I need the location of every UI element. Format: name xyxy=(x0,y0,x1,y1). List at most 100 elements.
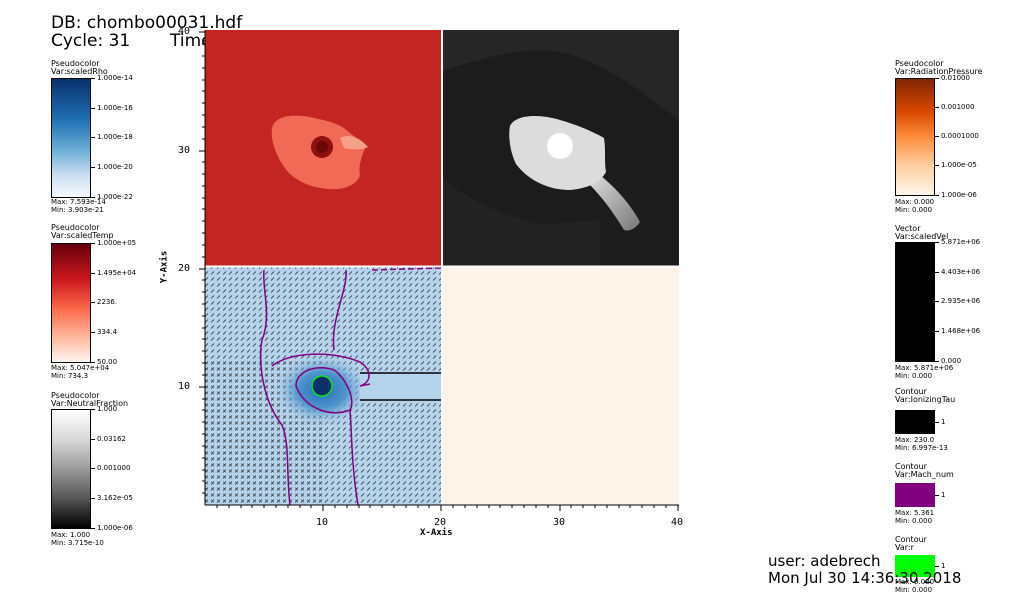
tick-label: 1.000e-05 xyxy=(941,161,977,169)
legend-kind: Contour xyxy=(895,462,927,471)
legend-min: Min: 3.903e-21 xyxy=(51,206,104,214)
legend-kind: Pseudocolor xyxy=(51,223,100,232)
x-axis-label: X-Axis xyxy=(420,528,453,538)
legend-min: Min: 3.715e-10 xyxy=(51,539,104,547)
y-axis-label: Y-Axis xyxy=(159,250,170,284)
tick-label: 1.000e-20 xyxy=(97,163,133,171)
legend-min: Min: 6.997e-13 xyxy=(895,444,948,452)
y-axis-ticks xyxy=(199,31,205,494)
tick-label: 1.468e+06 xyxy=(941,327,981,335)
tick-label: 1.000 xyxy=(97,405,118,413)
panel-neutral-fraction xyxy=(443,30,679,266)
x-axis-ticks xyxy=(216,505,679,511)
tick-label: 1.000e-14 xyxy=(97,74,133,82)
legend-scaled-temp: Pseudocolor Var:scaledTemp 1.000e+05 1.4… xyxy=(51,224,161,382)
legend-min: Min: 0.000 xyxy=(895,206,933,214)
legend-kind: Vector xyxy=(895,224,921,233)
colorbar-ticks: 1.000e-14 1.000e-16 1.000e-18 1.000e-20 … xyxy=(91,74,161,201)
tick-label: 2236. xyxy=(97,298,118,306)
tick-label: 1.000e-06 xyxy=(941,191,977,199)
legend-var: Var:scaledTemp xyxy=(51,231,114,240)
panel-radiation-pressure xyxy=(443,267,679,505)
panel-temperature xyxy=(205,30,441,266)
legend-max: Max: 230.0 xyxy=(895,436,935,444)
colorbar xyxy=(895,242,935,362)
tick-label: 0.03162 xyxy=(97,435,126,443)
tick-label: 1.000e-16 xyxy=(97,104,133,112)
legend-var: Var:IonizingTau xyxy=(895,395,956,404)
tick-label: 0.001000 xyxy=(941,103,975,111)
legend-min: Min: 0.000 xyxy=(895,517,933,525)
legend-var: Var:NeutralFraction xyxy=(51,399,129,408)
legend-max: Max: 5.047e+04 xyxy=(51,364,110,372)
contour-swatch xyxy=(895,483,935,507)
legend-ionizing-tau: Contour Var:IonizingTau 1 Max: 230.0 Min… xyxy=(895,388,1005,458)
tick-label: 1.000e-22 xyxy=(97,193,133,201)
x-tick-label: 10 xyxy=(316,517,329,528)
user-label: user: adebrech xyxy=(768,552,881,570)
x-tick-label: 20 xyxy=(434,517,447,528)
legend-scaled-rho: Pseudocolor Var:scaledRho 1.000e-14 1.00… xyxy=(51,60,161,215)
legend-var: Var:r xyxy=(895,543,914,552)
legend-max: Max: 0.000 xyxy=(895,578,935,586)
tick-label: 4.403e+06 xyxy=(941,268,981,276)
legend-kind: Pseudocolor xyxy=(51,391,100,400)
tick-label: 1.495e+04 xyxy=(97,269,137,277)
visualization-plot[interactable] xyxy=(150,20,710,550)
date-label: Mon Jul 30 14:36:30 2018 xyxy=(768,569,962,587)
legend-mach-num: Contour Var:Mach_num 1 Max: 5.361 Min: 0… xyxy=(895,463,1005,533)
colorbar-ticks: 5.871e+06 4.403e+06 2.935e+06 1.468e+06 … xyxy=(935,238,1005,365)
tick-label: 1.000e+05 xyxy=(97,239,137,247)
legend-var: Var:Mach_num xyxy=(895,470,954,479)
tick-label: 0.0001000 xyxy=(941,132,979,140)
colorbar xyxy=(51,409,91,529)
tick-label: 3.162e-05 xyxy=(97,494,133,502)
colorbar xyxy=(895,78,935,196)
tick-label: 1 xyxy=(941,562,946,570)
tick-label: 1.000e-06 xyxy=(97,524,133,532)
tick-label: 50.00 xyxy=(97,358,118,366)
legend-kind: Pseudocolor xyxy=(51,59,100,68)
legend-var: Var:RadiationPressure xyxy=(895,67,983,76)
contour-swatch xyxy=(895,410,935,434)
tick-label: 1.000e-18 xyxy=(97,133,133,141)
cycle-label: Cycle: 31 xyxy=(51,31,131,51)
tick-label: 334.4 xyxy=(97,328,118,336)
legend-var: Var:scaledVel xyxy=(895,232,949,241)
legend-kind: Contour xyxy=(895,535,927,544)
legend-max: Max: 1.000 xyxy=(51,531,91,539)
legend-max: Max: 5.871e+06 xyxy=(895,364,954,372)
tick-label: 1 xyxy=(941,418,946,426)
legend-max: Max: 7.593e-14 xyxy=(51,198,106,206)
colorbar-ticks: 0.01000 0.001000 0.0001000 1.000e-05 1.0… xyxy=(935,74,1005,199)
y-tick-label: 40 xyxy=(178,26,191,37)
legend-kind: Pseudocolor xyxy=(895,59,944,68)
y-tick-label: 10 xyxy=(178,381,191,392)
legend-min: Min: 0.000 xyxy=(895,372,933,380)
legend-radiation-pressure: Pseudocolor Var:RadiationPressure 0.0100… xyxy=(895,60,1005,218)
tick-label: 0.000 xyxy=(941,357,962,365)
legend-var: Var:scaledRho xyxy=(51,67,108,76)
legend-max: Max: 0.000 xyxy=(895,198,935,206)
legend-min: Min: 734.3 xyxy=(51,372,89,380)
tick-label: 1 xyxy=(941,491,946,499)
legend-neutral-fraction: Pseudocolor Var:NeutralFraction 1.000 0.… xyxy=(51,392,161,552)
contour-swatch xyxy=(895,555,935,577)
legend-scaled-vel: Vector Var:scaledVel 5.871e+06 4.403e+06… xyxy=(895,225,1005,383)
tick-label: 0.01000 xyxy=(941,74,970,82)
x-tick-label: 30 xyxy=(553,517,566,528)
y-tick-label: 20 xyxy=(178,263,191,274)
colorbar xyxy=(51,243,91,363)
legend-min: Min: 0.000 xyxy=(895,586,933,594)
tick-label: 2.935e+06 xyxy=(941,297,981,305)
colorbar-ticks: 1.000 0.03162 0.001000 3.162e-05 1.000e-… xyxy=(91,405,161,532)
tick-label: 5.871e+06 xyxy=(941,238,981,246)
legend-r: Contour Var:r 1 Max: 0.000 Min: 0.000 xyxy=(895,536,1005,594)
panel-density-vectors xyxy=(205,267,441,505)
x-tick-label: 40 xyxy=(671,517,684,528)
legend-kind: Contour xyxy=(895,387,927,396)
tick-label: 0.001000 xyxy=(97,464,131,472)
legend-max: Max: 5.361 xyxy=(895,509,935,517)
database-label: DB: chombo00031.hdf xyxy=(51,13,243,33)
colorbar-ticks: 1.000e+05 1.495e+04 2236. 334.4 50.00 xyxy=(91,239,161,366)
